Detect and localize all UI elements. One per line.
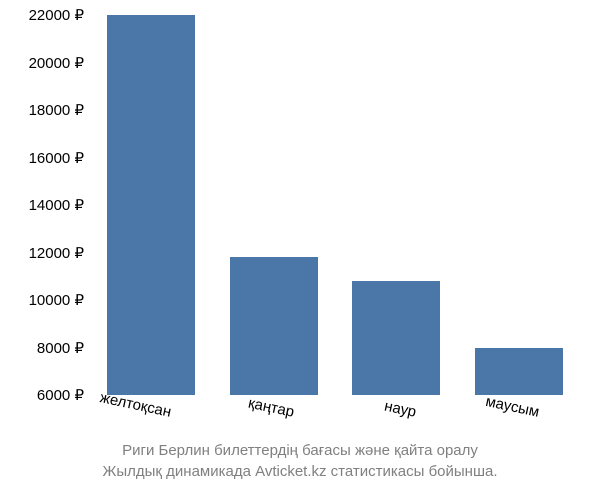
y-tick-label: 8000 ₽ <box>37 339 84 357</box>
y-tick-label: 12000 ₽ <box>29 244 84 262</box>
caption-line-2: Жылдық динамикада Avticket.kz статистика… <box>103 463 498 480</box>
bar <box>352 281 440 395</box>
bars-area <box>90 15 580 395</box>
y-tick-label: 16000 ₽ <box>29 149 84 167</box>
caption-line-1: Риги Берлин билеттердің бағасы және қайт… <box>122 442 478 459</box>
y-tick-label: 20000 ₽ <box>29 54 84 72</box>
y-tick-label: 18000 ₽ <box>29 101 84 119</box>
x-axis: желтоқсанқаңтарнаурмаусым <box>90 398 580 438</box>
bar <box>107 15 195 395</box>
y-axis: 6000 ₽8000 ₽10000 ₽12000 ₽14000 ₽16000 ₽… <box>0 15 88 395</box>
y-tick-label: 10000 ₽ <box>29 291 84 309</box>
chart-plot-area <box>90 15 580 395</box>
bar <box>475 348 563 396</box>
y-tick-label: 22000 ₽ <box>29 6 84 24</box>
y-tick-label: 14000 ₽ <box>29 196 84 214</box>
bar <box>230 257 318 395</box>
chart-caption: Риги Берлин билеттердің бағасы және қайт… <box>0 440 600 482</box>
